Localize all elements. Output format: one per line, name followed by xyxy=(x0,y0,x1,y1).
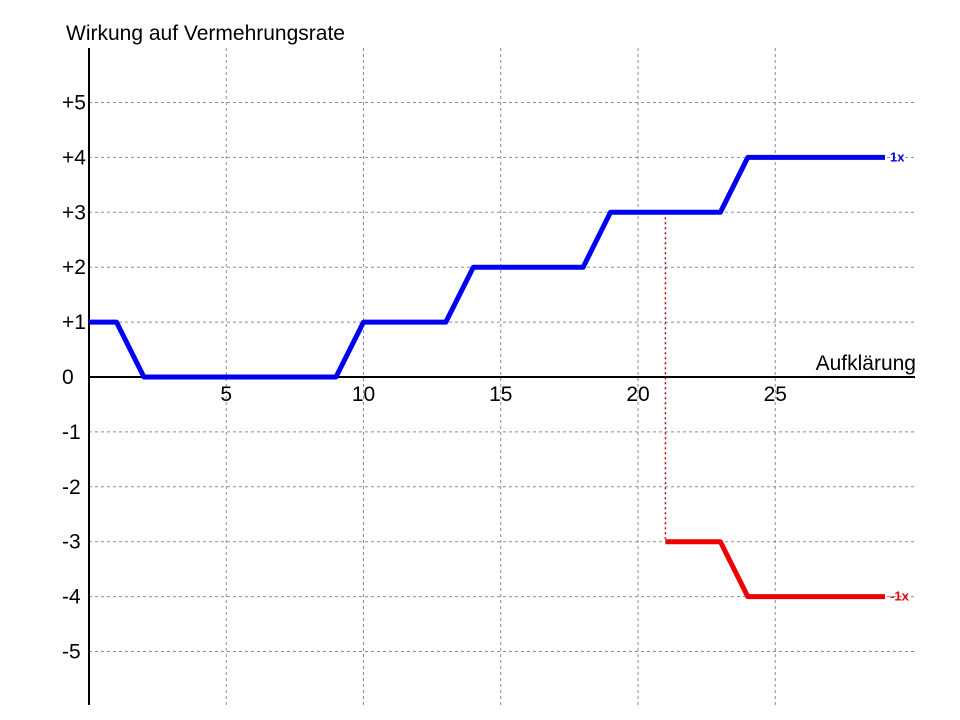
x-axis-title: Aufklärung xyxy=(816,352,916,375)
y-tick-label: +2 xyxy=(62,256,86,279)
y-axis-title: Wirkung auf Vermehrungsrate xyxy=(66,22,345,45)
y-tick-label: -2 xyxy=(62,476,81,499)
series: 1x -1x xyxy=(89,149,910,604)
y-tick-label: -3 xyxy=(62,531,81,554)
tick-labels: 5 10 15 20 25 +5 +4 +3 +2 +1 0 -1 -2 -3 -4 -5 xyxy=(62,92,787,664)
y-tick-label: 0 xyxy=(62,366,74,389)
y-tick-label: +4 xyxy=(62,146,86,169)
y-tick-label: +3 xyxy=(62,201,86,224)
x-tick-label: 5 xyxy=(220,383,232,406)
series-line-1 xyxy=(665,539,885,600)
y-tick-label: +1 xyxy=(62,311,86,334)
series-line-0 xyxy=(89,154,885,380)
y-tick-label: -1 xyxy=(62,421,81,444)
x-tick-label: 25 xyxy=(764,383,787,406)
series-label: 1x xyxy=(890,149,905,164)
x-tick-label: 10 xyxy=(352,383,375,406)
series-label: -1x xyxy=(890,589,910,604)
x-tick-label: 15 xyxy=(489,383,512,406)
y-tick-label: -5 xyxy=(62,641,81,664)
y-tick-label: +5 xyxy=(62,92,86,115)
x-tick-label: 20 xyxy=(626,383,649,406)
y-tick-label: -4 xyxy=(62,586,81,609)
